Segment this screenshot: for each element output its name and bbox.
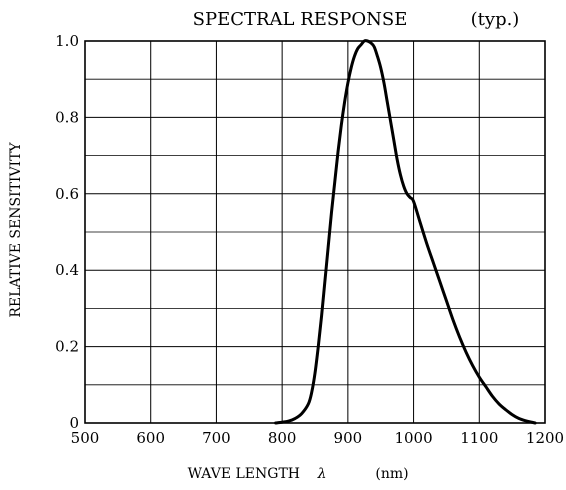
y-tick-label-2: 0.4 [55,261,79,279]
y-tick-label-1: 0.2 [55,338,79,356]
minor-gridlines [85,78,545,386]
chart-title: SPECTRAL RESPONSE [193,9,408,30]
x-tick-label-5: 1000 [394,429,432,447]
x-tick-label-1: 600 [136,429,165,447]
x-tick-label-7: 1200 [526,429,564,447]
x-axis-label: WAVE LENGTH [188,466,300,482]
y-axis-label: RELATIVE SENSITIVITY [8,142,24,318]
x-tick-label-3: 800 [268,429,297,447]
x-tick-label-4: 900 [334,429,363,447]
y-tick-labels: 0 0.2 0.4 0.6 0.8 1.0 [55,32,79,432]
series-line-0 [274,39,537,425]
x-tick-label-6: 1100 [460,429,498,447]
chart-subtitle: (typ.) [471,9,520,30]
plot-frame [84,40,546,424]
series-group [274,39,537,425]
y-tick-label-3: 0.6 [55,185,79,203]
x-axis-unit: (nm) [375,466,408,482]
plot-border [84,40,546,424]
y-tick-label-5: 1.0 [55,32,79,50]
x-tick-labels: 500 600 700 800 900 1000 1100 1200 [71,429,564,447]
chart-title-group: SPECTRAL RESPONSE (typ.) [193,9,520,30]
x-axis-lambda-symbol: λ [317,466,327,482]
y-tick-label-0: 0 [69,414,79,432]
x-axis-label-group: WAVE LENGTH λ (nm) [188,466,409,482]
x-tick-label-2: 700 [202,429,231,447]
x-tick-label-0: 500 [71,429,100,447]
y-tick-label-4: 0.8 [55,108,79,126]
